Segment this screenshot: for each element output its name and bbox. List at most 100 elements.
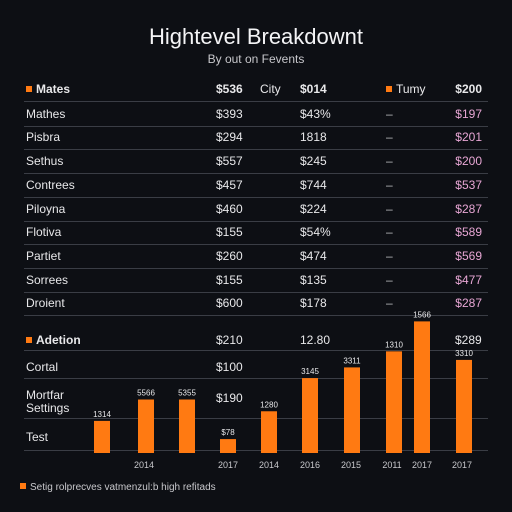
orange-square-icon [26, 337, 32, 343]
row-label: Mathes [26, 107, 66, 121]
bar-data-label: 5566 [137, 389, 155, 398]
bar [179, 399, 195, 453]
table-row: Piloyna $460 $224 – $287 [24, 197, 488, 222]
bar [220, 439, 236, 453]
table-row: Contrees $457 $744 – $537 [24, 173, 488, 198]
x-tick-label: 2017 [452, 460, 472, 470]
bar-data-label: 1280 [260, 400, 278, 409]
row-col-2: $457 [216, 178, 243, 192]
footer-note: Setig rolprecves vatmenzul:b high refita… [20, 482, 216, 493]
row-col-4: – [386, 249, 393, 263]
lower-row-label: Cortal [26, 360, 59, 374]
header-col-5: Tumy [386, 82, 426, 96]
row-label: Flotiva [26, 225, 62, 239]
row-col-4: – [386, 154, 393, 168]
row-col-2: $294 [216, 130, 243, 144]
bar-data-label: 3310 [455, 349, 473, 358]
bar-data-label: $78 [221, 428, 235, 437]
table-row: Mathes $393 $43% – $197 [24, 102, 488, 127]
header-col-3: City [260, 82, 281, 96]
table-row: Sorrees $155 $135 – $477 [24, 268, 488, 293]
orange-square-icon [26, 86, 32, 92]
row-col-3: $224 [300, 202, 327, 216]
lower-row-value: $190 [216, 391, 243, 405]
header-col-4: $014 [300, 82, 327, 96]
header-col-1: Mates [26, 82, 70, 96]
table-header: Mates $536 City $014 Tumy $200 [24, 77, 488, 102]
row-col-5: $197 [455, 107, 482, 121]
row-col-3: $43% [300, 107, 331, 121]
row-col-2: $393 [216, 107, 243, 121]
chart-subtitle: By out on Fevents [207, 52, 305, 66]
bar [344, 367, 360, 453]
row-col-2: $155 [216, 273, 243, 287]
row-col-2: $460 [216, 202, 243, 216]
orange-square-icon [386, 86, 392, 92]
row-col-3: 1818 [300, 130, 327, 144]
bar [414, 321, 430, 453]
lower-row-label: Mortfar Settings [26, 388, 70, 415]
bar [386, 351, 402, 453]
row-col-5: $287 [455, 296, 482, 310]
table-row: Flotiva $155 $54% – $589 [24, 220, 488, 245]
row-col-2: $155 [216, 225, 243, 239]
x-tick-label: 2014 [259, 460, 279, 470]
lower-header-divider [24, 350, 488, 351]
lower-row-label: Test [26, 430, 49, 444]
row-col-3: $54% [300, 225, 331, 239]
row-label: Droient [26, 296, 65, 310]
row-col-3: $178 [300, 296, 327, 310]
row-col-3: $135 [300, 273, 327, 287]
row-label: Sethus [26, 154, 64, 168]
row-col-4: – [386, 130, 393, 144]
bar-data-label: 3145 [301, 367, 319, 376]
lower-header-value-1: $210 [216, 333, 243, 347]
lower-header-value-3: $289 [455, 333, 482, 347]
x-tick-label: 2015 [341, 460, 361, 470]
row-col-4: – [386, 296, 393, 310]
lower-header-value-2: 12.80 [300, 333, 331, 347]
row-col-5: $589 [455, 225, 482, 239]
row-col-5: $201 [455, 130, 482, 144]
row-col-2: $557 [216, 154, 243, 168]
bar-data-label: 1314 [93, 410, 111, 419]
table-row: Sethus $557 $245 – $200 [24, 149, 488, 174]
row-label: Partiet [26, 249, 61, 263]
table-row: Pisbra $294 1818 – $201 [24, 125, 488, 150]
header-col-2: $536 [216, 82, 243, 96]
row-col-4: – [386, 107, 393, 121]
table-row: Partiet $260 $474 – $569 [24, 244, 488, 269]
bar-data-label: 1310 [385, 340, 403, 349]
x-tick-label: 2011 [382, 460, 401, 470]
lower-row-divider [24, 450, 488, 451]
bar [302, 378, 318, 453]
row-col-5: $200 [455, 154, 482, 168]
bar [138, 399, 154, 453]
x-tick-label: 2017 [218, 460, 238, 470]
row-label: Piloyna [26, 202, 66, 216]
row-col-3: $744 [300, 178, 327, 192]
header-col-6: $200 [455, 82, 482, 96]
lower-row-value: $100 [216, 360, 243, 374]
chart-title: Hightevel Breakdownt [148, 24, 363, 49]
lower-header-label: Adetion [26, 333, 81, 347]
lower-row-divider [24, 418, 488, 419]
x-tick-label: 2017 [412, 460, 432, 470]
row-col-3: $474 [300, 249, 327, 263]
row-col-5: $537 [455, 178, 482, 192]
row-label: Sorrees [26, 273, 69, 287]
row-col-3: $245 [300, 154, 327, 168]
bar-data-label: 3311 [343, 356, 361, 365]
row-col-4: – [386, 202, 393, 216]
orange-square-icon [20, 483, 26, 489]
bar [456, 359, 472, 453]
x-tick-label: 2014 [134, 460, 154, 470]
bar [94, 420, 110, 453]
row-label: Contrees [26, 178, 75, 192]
bar-data-label: 5355 [178, 389, 196, 398]
row-col-5: $287 [455, 202, 482, 216]
table-row: Droient $600 $178 – $287 [24, 291, 488, 316]
row-col-4: – [386, 178, 393, 192]
row-label: Pisbra [26, 130, 61, 144]
